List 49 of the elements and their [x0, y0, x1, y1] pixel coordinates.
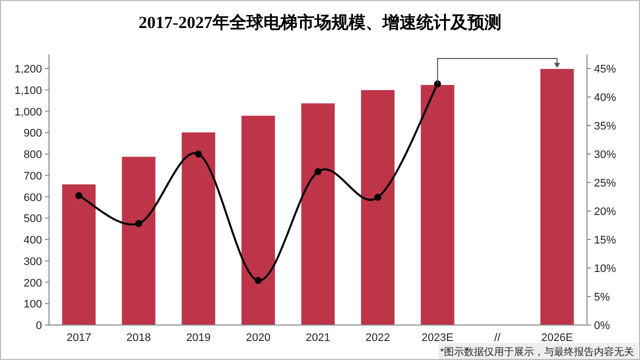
- chart-title: 2017-2027年全球电梯市场规模、增速统计及预测: [138, 13, 502, 32]
- x-tick-label: 2019: [186, 332, 211, 344]
- y-tick-label: 1,000: [14, 106, 42, 118]
- bar: [182, 132, 216, 325]
- point: [374, 194, 382, 201]
- bar: [301, 103, 335, 325]
- y-tick-label: 200: [24, 277, 42, 290]
- x-tick-label: //: [494, 332, 502, 344]
- y-tick-label: 300: [24, 256, 42, 268]
- x-tick-label: 2026E: [541, 332, 574, 344]
- x-tick-label: 2018: [126, 332, 151, 344]
- bar: [420, 84, 454, 325]
- y2-tick-label: 15%: [594, 234, 616, 246]
- bar: [540, 68, 574, 325]
- bar: [62, 184, 96, 325]
- point: [135, 220, 142, 228]
- y2-tick-label: 30%: [594, 149, 616, 161]
- y-tick-label: 400: [24, 234, 42, 246]
- y2-tick-label: 10%: [594, 263, 616, 275]
- y2-tick-label: 25%: [594, 178, 616, 190]
- y-tick-label: 600: [24, 192, 42, 204]
- x-tick-label: 2022: [366, 332, 390, 344]
- y-tick-label: 0: [36, 320, 42, 332]
- y2-tick-label: 35%: [594, 120, 616, 132]
- y2-tick-label: 0%: [594, 320, 610, 332]
- point: [314, 168, 322, 176]
- y-tick-label: 1,100: [14, 84, 42, 97]
- y-tick-label: 1,200: [14, 64, 42, 76]
- bar: [122, 156, 156, 325]
- x-tick-label: 2023E: [422, 332, 454, 344]
- point: [75, 192, 82, 200]
- y-tick-label: 900: [24, 128, 42, 140]
- text: *图示数据仅用于展示，与最终报告内容无关: [440, 346, 634, 358]
- y2-tick-label: 5%: [594, 292, 610, 304]
- y2-tick-label: 45%: [594, 64, 616, 76]
- x-tick-label: 2020: [246, 332, 270, 344]
- y-tick-label: 100: [24, 298, 42, 311]
- x-tick-label: 2021: [306, 332, 330, 344]
- x-tick-label: 2017: [66, 332, 92, 344]
- point: [434, 80, 442, 88]
- y-tick-label: 700: [24, 170, 42, 182]
- point: [254, 277, 262, 284]
- y2-tick-label: 40%: [594, 92, 616, 104]
- point: [194, 150, 202, 158]
- y-tick-label: 500: [24, 213, 42, 226]
- y-tick-label: 800: [24, 149, 42, 161]
- bar: [361, 90, 395, 325]
- bar: [241, 116, 275, 325]
- y2-tick-label: 20%: [594, 206, 616, 218]
